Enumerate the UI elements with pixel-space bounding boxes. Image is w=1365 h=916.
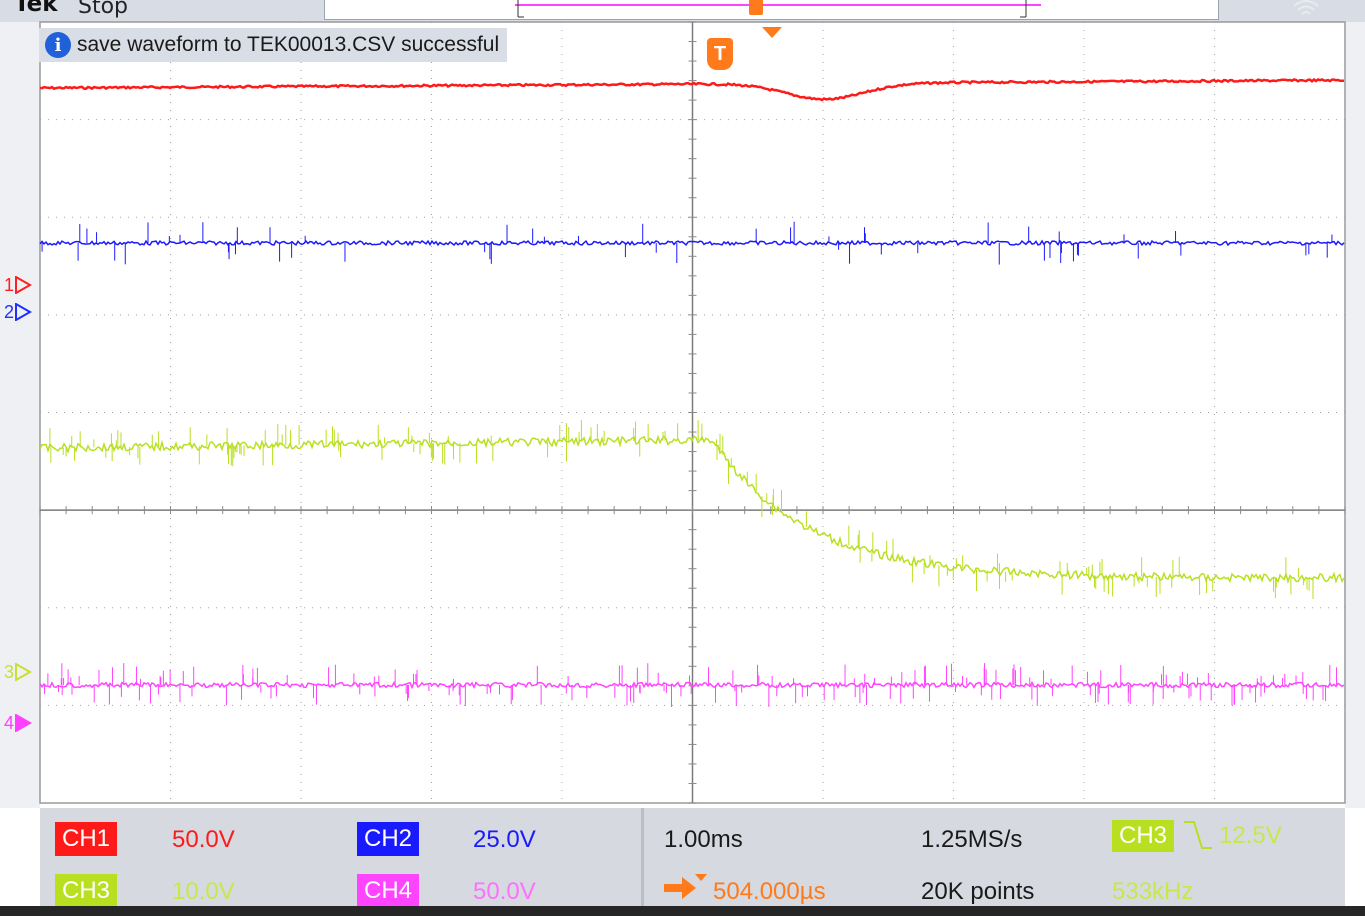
ch4-marker-icon [15,713,33,733]
panel-divider [641,808,644,906]
ch2-badge[interactable]: CH2 [357,822,420,856]
right-gutter [1345,22,1365,808]
trigger-position-marker[interactable] [762,27,782,38]
record-length: 20K points [921,878,1035,905]
ch4-scale: 50.0V [473,878,536,905]
trigger-level[interactable]: 12.5V [1219,822,1282,849]
waveform-traces [39,77,1345,707]
ch2-waveform [39,221,1345,265]
ch2-marker-icon [15,302,33,322]
ch1-badge[interactable]: CH1 [55,822,118,856]
horizontal-position[interactable]: 504.000µs [713,878,826,905]
brand-logo: Tek [14,0,58,17]
sample-rate: 1.25MS/s [921,826,1023,853]
timebase[interactable]: 1.00ms [664,826,743,853]
ch3-offset-marker[interactable]: 3 [4,662,33,683]
ch1-waveform [39,77,1345,102]
ch2-scale: 25.0V [473,826,536,853]
ch3-scale: 10.0V [172,878,235,905]
info-icon: i [45,32,71,58]
falling-edge-icon [1184,821,1212,849]
ch1-marker-icon [15,275,33,295]
graticule-grid [39,21,1346,804]
top-bar: Tek Stop [0,0,1365,22]
ch3-badge[interactable]: CH3 [55,874,118,908]
ch2-offset-marker[interactable]: 2 [4,302,33,323]
trigger-source-badge[interactable]: CH3 [1112,820,1175,852]
status-message: i save waveform to TEK00013.CSV successf… [39,28,508,62]
record-trigger-marker [749,0,763,15]
trigger-marker-label: T [713,42,727,65]
horizontal-position-icon [664,874,707,899]
record-view-bar[interactable] [324,0,1219,20]
wifi-icon [1293,0,1319,15]
record-view-window [515,0,1041,18]
bottom-edge [0,906,1365,916]
ch4-badge[interactable]: CH4 [357,874,420,908]
ch1-offset-marker[interactable]: 1 [4,275,33,296]
status-message-text: save waveform to TEK00013.CSV successful [77,33,500,56]
ch3-marker-icon [15,662,33,682]
ch4-waveform [39,663,1345,707]
ch3-waveform [39,420,1345,599]
ch1-scale: 50.0V [172,826,235,853]
trigger-frequency: 533kHz [1112,878,1194,905]
ch4-offset-marker[interactable]: 4 [4,713,33,734]
run-state[interactable]: Stop [78,0,129,19]
trigger-level-marker[interactable]: T [707,38,733,70]
